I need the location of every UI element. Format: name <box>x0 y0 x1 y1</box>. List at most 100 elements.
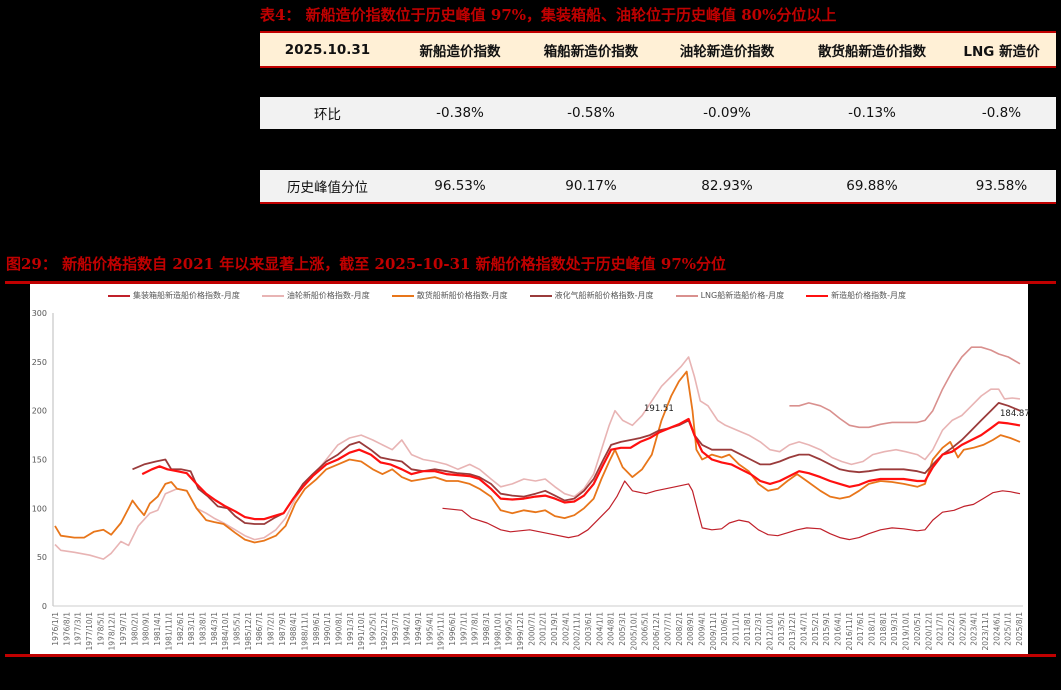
legend-label: 散货船新船价格指数-月度 <box>416 291 508 300</box>
x-tick-label: 2015/2/1 <box>811 612 820 646</box>
x-tick-label: 1976/8/1 <box>62 612 71 646</box>
x-tick-label: 1992/5/1 <box>369 612 378 646</box>
legend-label: LNG船新造船价格-月度 <box>700 291 785 300</box>
header-lng-index: LNG 新造价 <box>963 43 1040 60</box>
y-tick-label: 250 <box>32 358 47 367</box>
x-tick-label: 2011/1/1 <box>731 612 740 646</box>
series-line-0 <box>442 480 1021 541</box>
legend-swatch <box>261 294 284 297</box>
legend-swatch <box>391 294 414 297</box>
x-tick-label: 1991/3/1 <box>346 612 355 646</box>
x-tick-label: 2023/4/1 <box>970 612 979 646</box>
legend-item: 新造船价格指数-月度 <box>806 290 906 301</box>
legend-label: 油轮新船价格指数-月度 <box>286 291 370 300</box>
x-tick-label: 2011/8/1 <box>743 612 752 646</box>
x-tick-label: 2010/6/1 <box>720 612 729 646</box>
x-tick-label: 1984/10/1 <box>221 612 230 651</box>
x-tick-label: 1990/1/1 <box>323 612 332 646</box>
x-tick-label: 1978/12/1 <box>108 612 117 651</box>
y-tick-label: 100 <box>32 504 47 513</box>
header-date: 2025.10.31 <box>284 41 371 58</box>
y-tick-label: 0 <box>42 602 47 611</box>
legend-item: 散货船新船价格指数-月度 <box>391 290 508 301</box>
chart-legend: 集装箱船新造船价格指数-月度 油轮新船价格指数-月度 散货船新船价格指数-月度 液化气… <box>108 290 928 301</box>
x-tick-label: 2007/7/1 <box>663 612 672 646</box>
table-title: 表4： 新船造价指数位于历史峰值 97%，集装箱船、油轮位于历史峰值 80%分位… <box>260 6 837 24</box>
x-tick-label: 1996/6/1 <box>448 612 457 646</box>
legend-label: 集装箱船新造船价格指数-月度 <box>133 291 240 300</box>
x-tick-label: 2005/3/1 <box>618 612 627 646</box>
x-tick-label: 1991/10/1 <box>357 612 366 651</box>
x-tick-label: 2023/11/1 <box>981 612 990 651</box>
series-line-3 <box>132 401 1021 525</box>
x-tick-label: 2013/5/1 <box>777 612 786 646</box>
x-tick-label: 1981/4/1 <box>153 612 162 646</box>
x-tick-label: 2020/5/1 <box>913 612 922 646</box>
y-tick-label: 200 <box>32 407 47 416</box>
x-tick-label: 2019/10/1 <box>902 612 911 651</box>
x-tick-label: 2006/12/1 <box>652 612 661 651</box>
row-label: 历史峰值分位 <box>287 180 368 196</box>
x-tick-label: 1985/12/1 <box>244 612 253 651</box>
x-tick-label: 1977/3/1 <box>74 612 83 646</box>
x-tick-label: 1984/3/1 <box>210 612 219 646</box>
header-bulk-index: 散货船新造价指数 <box>818 43 926 60</box>
x-tick-label: 2024/6/1 <box>992 612 1001 646</box>
x-tick-label: 1998/10/1 <box>493 612 502 651</box>
x-tick-label: 1980/9/1 <box>142 612 151 646</box>
y-tick-label: 50 <box>37 553 47 562</box>
x-tick-label: 1978/5/1 <box>96 612 105 646</box>
header-tanker-index: 油轮新造价指数 <box>679 43 775 60</box>
x-tick-label: 2021/7/1 <box>936 612 945 646</box>
cell: -0.58% <box>567 105 615 121</box>
x-tick-label: 2009/11/1 <box>709 612 718 651</box>
data-label: 184.87 <box>1000 409 1030 419</box>
x-tick-label: 2018/1/1 <box>868 612 877 646</box>
x-tick-label: 1997/8/1 <box>471 612 480 646</box>
figure-bottom-rule <box>5 654 1056 657</box>
x-tick-label: 1995/11/1 <box>437 612 446 651</box>
x-tick-label: 2002/11/1 <box>573 612 582 651</box>
x-tick-label: 1999/5/1 <box>505 612 514 646</box>
legend-item: 集装箱船新造船价格指数-月度 <box>108 290 240 301</box>
chart-area <box>30 284 1028 654</box>
figure-title: 图29： 新船价格指数自 2021 年以来显著上涨，截至 2025-10-31 … <box>6 255 727 273</box>
legend-label: 液化气船新船价格指数-月度 <box>554 291 654 300</box>
legend-label: 新造船价格指数-月度 <box>831 291 906 300</box>
x-tick-label: 1989/6/1 <box>312 612 321 646</box>
legend-item: 油轮新船价格指数-月度 <box>261 290 370 301</box>
x-tick-label: 2008/2/1 <box>675 612 684 646</box>
x-tick-label: 2009/4/1 <box>697 612 706 646</box>
table-header-row: 2025.10.31 新船造价指数 箱船新造价指数 油轮新造价指数 散货船新造价… <box>260 31 1056 68</box>
legend-item: LNG船新造船价格-月度 <box>675 290 785 301</box>
x-tick-label: 2015/9/1 <box>822 612 831 646</box>
x-tick-label: 2016/4/1 <box>834 612 843 646</box>
x-tick-label: 1998/3/1 <box>482 612 491 646</box>
x-tick-label: 1985/5/1 <box>232 612 241 646</box>
series-line-4 <box>789 346 1021 429</box>
cell: -0.09% <box>703 105 751 121</box>
x-tick-label: 1999/12/1 <box>516 612 525 651</box>
x-tick-label: 1988/11/1 <box>301 612 310 651</box>
x-tick-label: 1980/2/1 <box>130 612 139 646</box>
x-tick-label: 2012/3/1 <box>754 612 763 646</box>
cell: -0.8% <box>981 105 1022 121</box>
x-tick-label: 1982/6/1 <box>176 612 185 646</box>
y-tick-label: 150 <box>32 456 47 465</box>
x-tick-label: 2005/10/1 <box>629 612 638 651</box>
x-tick-label: 1983/8/1 <box>198 612 207 646</box>
x-tick-label: 2000/7/1 <box>527 612 536 646</box>
x-tick-label: 1990/8/1 <box>335 612 344 646</box>
legend-swatch <box>529 294 552 297</box>
x-tick-label: 2001/2/1 <box>539 612 548 646</box>
x-tick-label: 1987/2/1 <box>266 612 275 646</box>
table-row-mom: 环比 -0.38% -0.58% -0.09% -0.13% -0.8% <box>260 97 1056 129</box>
x-tick-label: 2022/9/1 <box>958 612 967 646</box>
y-tick-label: 300 <box>32 309 47 318</box>
x-tick-label: 2004/1/1 <box>595 612 604 646</box>
x-tick-label: 1988/4/1 <box>289 612 298 646</box>
header-newbuild-index: 新船造价指数 <box>419 43 501 60</box>
x-tick-label: 2025/1/1 <box>1004 612 1013 646</box>
x-tick-label: 1992/12/1 <box>380 612 389 651</box>
row-label: 环比 <box>314 107 341 123</box>
